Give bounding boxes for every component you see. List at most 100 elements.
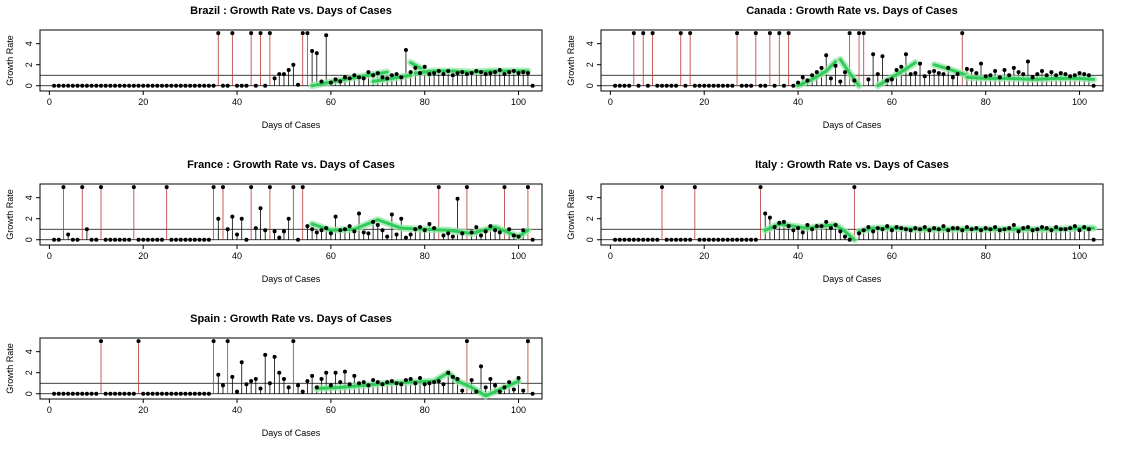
data-point bbox=[796, 80, 801, 85]
data-point bbox=[178, 83, 183, 88]
data-point bbox=[296, 82, 301, 87]
data-point bbox=[669, 83, 674, 88]
data-point bbox=[716, 83, 721, 88]
data-point bbox=[899, 226, 904, 231]
data-point bbox=[1077, 228, 1082, 233]
data-point bbox=[1086, 73, 1091, 78]
data-point bbox=[631, 31, 636, 36]
data-point bbox=[1030, 228, 1035, 233]
data-point bbox=[56, 391, 61, 396]
data-point bbox=[174, 237, 179, 242]
data-point bbox=[441, 382, 446, 387]
data-point bbox=[286, 216, 291, 221]
data-point bbox=[814, 224, 819, 229]
x-tick-label: 40 bbox=[232, 97, 242, 107]
data-point bbox=[380, 75, 385, 80]
data-point bbox=[497, 389, 502, 394]
data-point bbox=[927, 228, 932, 233]
data-point bbox=[375, 71, 380, 76]
data-point bbox=[192, 391, 197, 396]
data-point bbox=[988, 73, 993, 78]
data-point bbox=[230, 31, 235, 36]
data-point bbox=[394, 381, 399, 386]
data-point bbox=[216, 372, 221, 377]
data-point bbox=[908, 72, 913, 77]
data-point bbox=[422, 64, 427, 69]
data-point bbox=[94, 391, 99, 396]
data-point bbox=[474, 389, 479, 394]
data-point bbox=[669, 237, 674, 242]
data-point bbox=[230, 214, 235, 219]
y-tick-label: 0 bbox=[585, 237, 595, 242]
plot-frame bbox=[600, 183, 1104, 246]
data-point bbox=[730, 237, 735, 242]
data-point bbox=[814, 70, 819, 75]
data-point bbox=[239, 216, 244, 221]
data-point bbox=[469, 378, 474, 383]
data-point bbox=[1040, 225, 1045, 230]
data-point bbox=[108, 237, 113, 242]
data-point bbox=[188, 237, 193, 242]
data-point bbox=[113, 391, 118, 396]
data-point bbox=[98, 339, 103, 344]
data-point bbox=[183, 237, 188, 242]
data-point bbox=[493, 383, 498, 388]
data-point bbox=[622, 237, 627, 242]
data-point bbox=[183, 83, 188, 88]
data-point bbox=[103, 391, 108, 396]
data-point bbox=[950, 226, 955, 231]
data-point bbox=[225, 83, 230, 88]
data-point bbox=[89, 391, 94, 396]
y-axis-title: Growth Rate bbox=[566, 189, 576, 240]
data-point bbox=[403, 47, 408, 52]
data-point bbox=[159, 391, 164, 396]
data-point bbox=[361, 230, 366, 235]
x-tick-label: 20 bbox=[138, 251, 148, 261]
data-point bbox=[197, 391, 202, 396]
data-point bbox=[127, 83, 132, 88]
data-point bbox=[692, 83, 697, 88]
data-point bbox=[483, 72, 488, 77]
data-point bbox=[253, 377, 258, 382]
data-point bbox=[286, 67, 291, 72]
data-point bbox=[211, 339, 216, 344]
data-point bbox=[1025, 59, 1030, 64]
data-point bbox=[1054, 73, 1059, 78]
data-point bbox=[800, 75, 805, 80]
data-point bbox=[338, 79, 343, 84]
x-tick-label: 20 bbox=[699, 97, 709, 107]
data-point bbox=[716, 237, 721, 242]
data-point bbox=[141, 237, 146, 242]
data-point bbox=[216, 216, 221, 221]
data-point bbox=[739, 83, 744, 88]
data-point bbox=[1063, 227, 1068, 232]
data-point bbox=[960, 228, 965, 233]
data-point bbox=[767, 31, 772, 36]
x-tick-label: 60 bbox=[887, 97, 897, 107]
data-point bbox=[366, 383, 371, 388]
data-point bbox=[310, 49, 315, 54]
data-point bbox=[357, 381, 362, 386]
data-point bbox=[894, 225, 899, 230]
data-point bbox=[66, 232, 71, 237]
data-point bbox=[659, 185, 664, 190]
x-axis-title: Days of Cases bbox=[823, 274, 882, 284]
data-point bbox=[263, 228, 268, 233]
data-point bbox=[1082, 225, 1087, 230]
data-point bbox=[1035, 227, 1040, 232]
data-point bbox=[1091, 83, 1096, 88]
data-point bbox=[781, 83, 786, 88]
data-point bbox=[408, 232, 413, 237]
data-point bbox=[969, 67, 974, 72]
data-point bbox=[347, 76, 352, 81]
data-point bbox=[136, 237, 141, 242]
data-point bbox=[347, 382, 352, 387]
data-point bbox=[753, 31, 758, 36]
data-point bbox=[1016, 70, 1021, 75]
y-tick-label: 4 bbox=[24, 195, 34, 200]
data-point bbox=[655, 83, 660, 88]
data-point bbox=[922, 225, 927, 230]
data-point bbox=[847, 237, 852, 242]
data-point bbox=[277, 235, 282, 240]
data-point bbox=[296, 237, 301, 242]
